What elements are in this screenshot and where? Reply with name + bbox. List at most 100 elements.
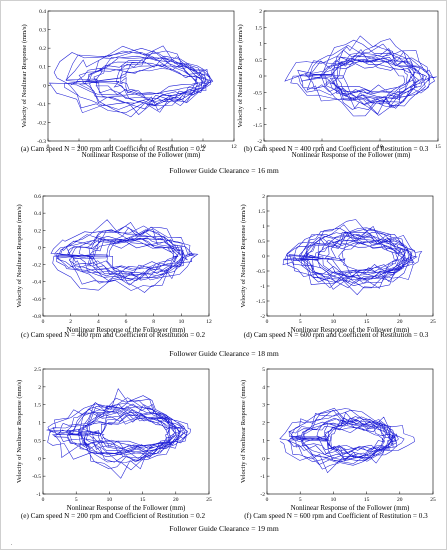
phase-trajectory xyxy=(282,219,423,296)
phase-trajectory xyxy=(46,388,191,479)
y-axis-label: Velocity of Nonlinear Response (mm/s) xyxy=(237,24,244,127)
y-tick-label: -1 xyxy=(36,492,41,498)
y-tick-label: -1 xyxy=(257,107,262,113)
panel-caption: (f) Cam speed N = 600 rpm and Coefficien… xyxy=(244,512,428,520)
x-tick-label: 6 xyxy=(125,319,128,325)
x-tick-label: 8 xyxy=(171,144,174,150)
x-tick-label: 10 xyxy=(107,497,113,503)
phase-trajectory xyxy=(50,219,199,293)
x-tick-label: 25 xyxy=(430,497,436,503)
y-tick-label: 0.6 xyxy=(34,194,41,200)
x-tick-label: 0 xyxy=(266,497,269,503)
y-tick-label: 1 xyxy=(259,42,262,48)
panel-caption: (e) Cam speed N = 200 rpm and Coefficien… xyxy=(21,512,206,520)
y-axis-label: Velocity of Nonlinear Response (mm/s) xyxy=(16,204,23,307)
x-tick-label: 10 xyxy=(331,319,337,325)
x-tick-label: 4 xyxy=(109,144,112,150)
x-tick-label: 10 xyxy=(200,144,206,150)
y-tick-label: -0.1 xyxy=(37,102,46,108)
phase-trajectory xyxy=(284,35,437,117)
y-tick-label: -1.5 xyxy=(253,123,262,129)
y-axis-label: Velocity of Nonlinear Response (mm/s) xyxy=(16,380,23,483)
y-tick-label: 0.2 xyxy=(34,228,41,234)
phase-plot-c: 0 2 4 6 8 10 12 -0.8 -0.6 -0.4 -0.2 0 0.2 0.4 0.6 Nonli… xyxy=(16,194,212,339)
x-tick-label: 2 xyxy=(78,144,81,150)
x-tick-label: 0 xyxy=(42,497,45,503)
x-axis-label: Nonlinear Response of the Follower (mm) xyxy=(292,151,411,159)
x-tick-label: 20 xyxy=(397,497,403,503)
x-tick-label: 15 xyxy=(435,144,441,150)
phase-plot-b: 0 5 10 15 -2 -1.5 -1 -0.5 0 0.5 1 1.5 2 Nonlinear Res… xyxy=(237,9,441,159)
y-tick-label: -0.2 xyxy=(32,263,41,269)
x-tick-label: 25 xyxy=(430,319,436,325)
x-tick-label: 10 xyxy=(377,144,383,150)
x-tick-label: 15 xyxy=(140,497,146,503)
x-axis-label: Nonlinear Response of the Follower (mm) xyxy=(291,326,410,334)
x-tick-label: 8 xyxy=(152,319,155,325)
y-tick-label: 0.4 xyxy=(39,9,46,15)
y-tick-label: 1 xyxy=(262,224,265,230)
x-axis-label: Nonlinear Response of the Follower (mm) xyxy=(67,326,186,334)
axes-frame xyxy=(266,368,434,495)
y-tick-label: 0.2 xyxy=(39,46,46,52)
x-tick-label: 0 xyxy=(263,144,266,150)
axes-frame xyxy=(47,10,235,142)
x-tick-label: 5 xyxy=(299,497,302,503)
y-tick-label: -0.5 xyxy=(253,90,262,96)
panel-caption: (a) Cam speed N = 200 rpm and Coefficien… xyxy=(21,145,206,153)
y-tick-label: 2.5 xyxy=(34,367,41,373)
y-tick-label: 2 xyxy=(262,194,265,200)
x-tick-label: 12 xyxy=(206,319,212,325)
y-tick-label: -0.4 xyxy=(32,280,41,286)
y-tick-label: 4 xyxy=(262,385,265,391)
y-tick-label: 2 xyxy=(259,9,262,15)
x-axis-label: Nonlinear Response of the Follower (mm) xyxy=(67,504,186,512)
y-tick-label: -2 xyxy=(260,492,265,498)
y-tick-label: -0.5 xyxy=(256,269,265,275)
y-tick-label: 0 xyxy=(38,245,41,251)
x-tick-label: 0 xyxy=(42,319,45,325)
y-tick-label: -0.5 xyxy=(32,474,41,480)
y-tick-label: 1.5 xyxy=(34,403,41,409)
x-tick-label: 12 xyxy=(231,144,237,150)
y-tick-label: 0.1 xyxy=(39,65,46,71)
x-tick-label: 0 xyxy=(47,144,50,150)
axes-frame xyxy=(263,10,439,142)
phase-plot-a: 0 2 4 6 8 10 12 -0.3 -0.2 -0.1 0 0.1 0.2 0.3 0.4 Nonlin… xyxy=(21,9,237,159)
y-tick-label: 1.5 xyxy=(255,25,262,31)
panel-caption: (b) Cam speed N = 400 rpm and Coefficien… xyxy=(244,145,429,153)
phase-plot-e: 0 5 10 15 20 25 -1 -0.5 0 0.5 1 1.5 2 2.5 Nonlinear Re… xyxy=(16,367,212,520)
y-tick-label: -1.5 xyxy=(256,299,265,305)
y-tick-label: -2 xyxy=(257,139,262,145)
panel-caption: (d) Cam speed N = 600 rpm and Coefficien… xyxy=(244,331,429,339)
y-tick-label: 0 xyxy=(38,456,41,462)
y-tick-label: 1 xyxy=(38,421,41,427)
x-tick-label: 2 xyxy=(69,319,72,325)
y-axis-label: Velocity of Nonlinear Response (mm/s) xyxy=(240,380,247,483)
phase-plot-d: 0 5 10 15 20 25 -2 -1.5 -1 -0.5 0 0.5 1 1.5 2 Nonlinear… xyxy=(240,194,436,339)
y-tick-label: 5 xyxy=(262,367,265,373)
y-tick-label: 0 xyxy=(259,74,262,80)
x-tick-label: 15 xyxy=(364,319,370,325)
y-tick-label: 0.5 xyxy=(258,239,265,245)
y-tick-label: 2 xyxy=(38,385,41,391)
phase-trajectory xyxy=(48,45,214,118)
x-tick-label: 20 xyxy=(173,497,179,503)
y-tick-label: -1 xyxy=(260,284,265,290)
y-tick-label: 0.4 xyxy=(34,211,41,217)
clearance-group-label: Follower Guide Clearance = 16 mm xyxy=(169,166,279,175)
x-tick-label: 25 xyxy=(206,497,212,503)
y-tick-label: -0.6 xyxy=(32,297,41,303)
panel-caption: (c) Cam speed N = 400 rpm and Coefficien… xyxy=(21,331,206,339)
y-tick-label: -1 xyxy=(260,474,265,480)
y-tick-label: 0 xyxy=(262,456,265,462)
y-tick-label: 0 xyxy=(262,254,265,260)
x-tick-label: 10 xyxy=(331,497,337,503)
y-tick-label: 0 xyxy=(43,83,46,89)
y-tick-label: 0.5 xyxy=(34,438,41,444)
y-tick-label: 1 xyxy=(262,438,265,444)
footnote-mark: . xyxy=(11,541,13,547)
y-axis-label: Velocity of Nonlinear Response (mm/s) xyxy=(21,24,28,127)
